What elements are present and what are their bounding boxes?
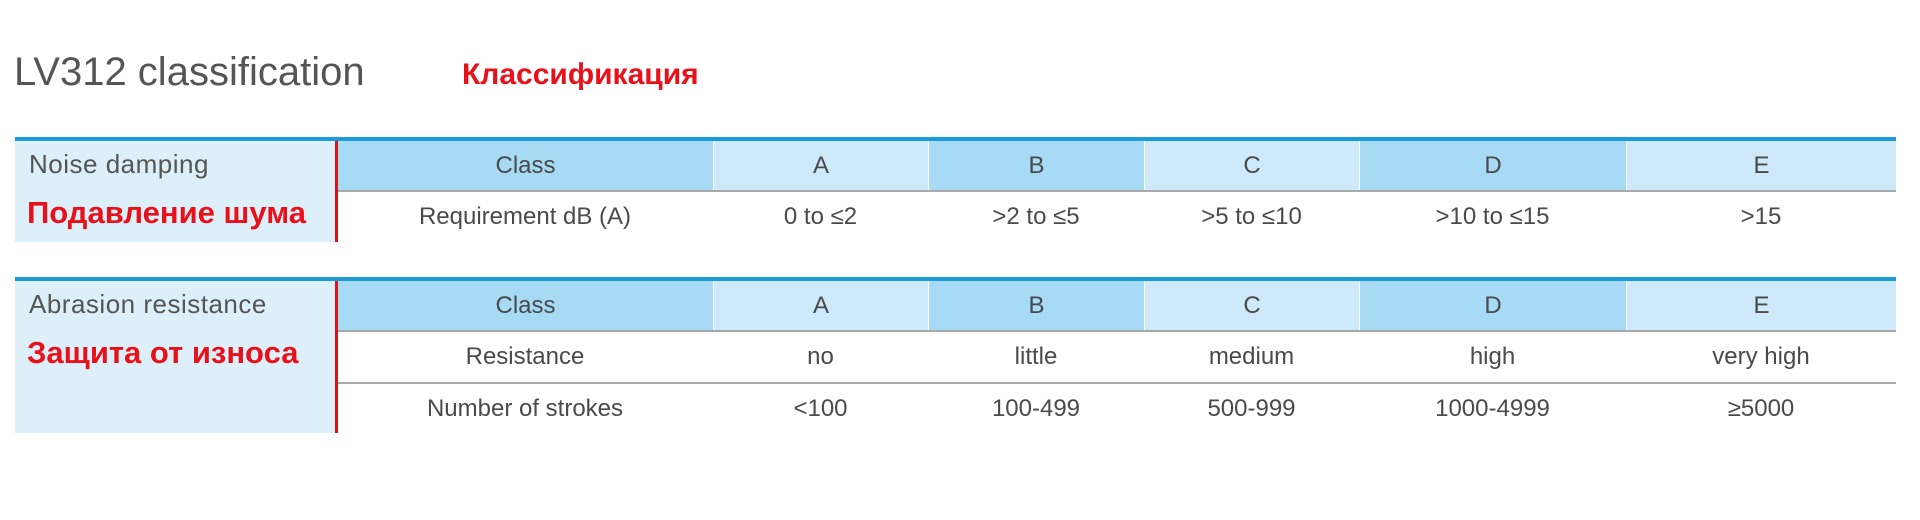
header-cell: A xyxy=(714,141,928,190)
body-cell: >10 to ≤15 xyxy=(1435,203,1550,230)
header-cell: B xyxy=(929,281,1144,330)
title-ru: Классификация xyxy=(462,58,699,91)
table-label-ru: Защита от износа xyxy=(27,335,299,370)
body-cell: Number of strokes xyxy=(426,395,624,422)
body-cell: high xyxy=(1469,343,1516,370)
body-cell: 0 to ≤2 xyxy=(783,203,858,230)
row-rule xyxy=(338,330,1896,332)
body-cell: >15 xyxy=(1740,203,1782,230)
body-cell: >5 to ≤10 xyxy=(1201,203,1302,230)
table-label: Noise damping xyxy=(29,149,209,179)
table-label-ru: Подавление шума xyxy=(27,195,306,230)
body-cell: <100 xyxy=(793,395,848,422)
body-cell: Resistance xyxy=(465,343,585,370)
header-cell: C xyxy=(1145,281,1359,330)
body-cell: medium xyxy=(1208,343,1295,370)
header-cell: C xyxy=(1145,141,1359,190)
label-cell xyxy=(15,281,337,433)
red-rule xyxy=(335,141,338,242)
row-rule xyxy=(338,382,1896,384)
body-cell: little xyxy=(1014,343,1058,370)
red-rule xyxy=(335,281,338,433)
body-cell: Requirement dB (A) xyxy=(418,203,632,230)
header-cell: D xyxy=(1360,141,1626,190)
body-cell: >2 to ≤5 xyxy=(992,203,1080,230)
body-cell: 500-999 xyxy=(1207,395,1296,422)
body-cell: very high xyxy=(1712,343,1810,370)
header-cell: B xyxy=(929,141,1144,190)
body-cell: 100-499 xyxy=(991,395,1081,422)
top-rule xyxy=(15,137,1896,141)
header-cell: D xyxy=(1360,281,1626,330)
header-cell: Class xyxy=(338,141,713,190)
header-cell: E xyxy=(1627,141,1896,190)
body-cell: 1000-4999 xyxy=(1435,395,1550,422)
row-rule xyxy=(338,190,1896,192)
label-cell xyxy=(15,141,337,242)
header-cell: E xyxy=(1627,281,1896,330)
title: LV312 classification xyxy=(14,50,365,94)
top-rule xyxy=(15,277,1896,281)
header-cell: A xyxy=(714,281,928,330)
table-label: Abrasion resistance xyxy=(29,289,267,319)
body-cell: no xyxy=(807,343,834,370)
header-cell: Class xyxy=(338,281,713,330)
body-cell: ≥5000 xyxy=(1727,395,1795,422)
